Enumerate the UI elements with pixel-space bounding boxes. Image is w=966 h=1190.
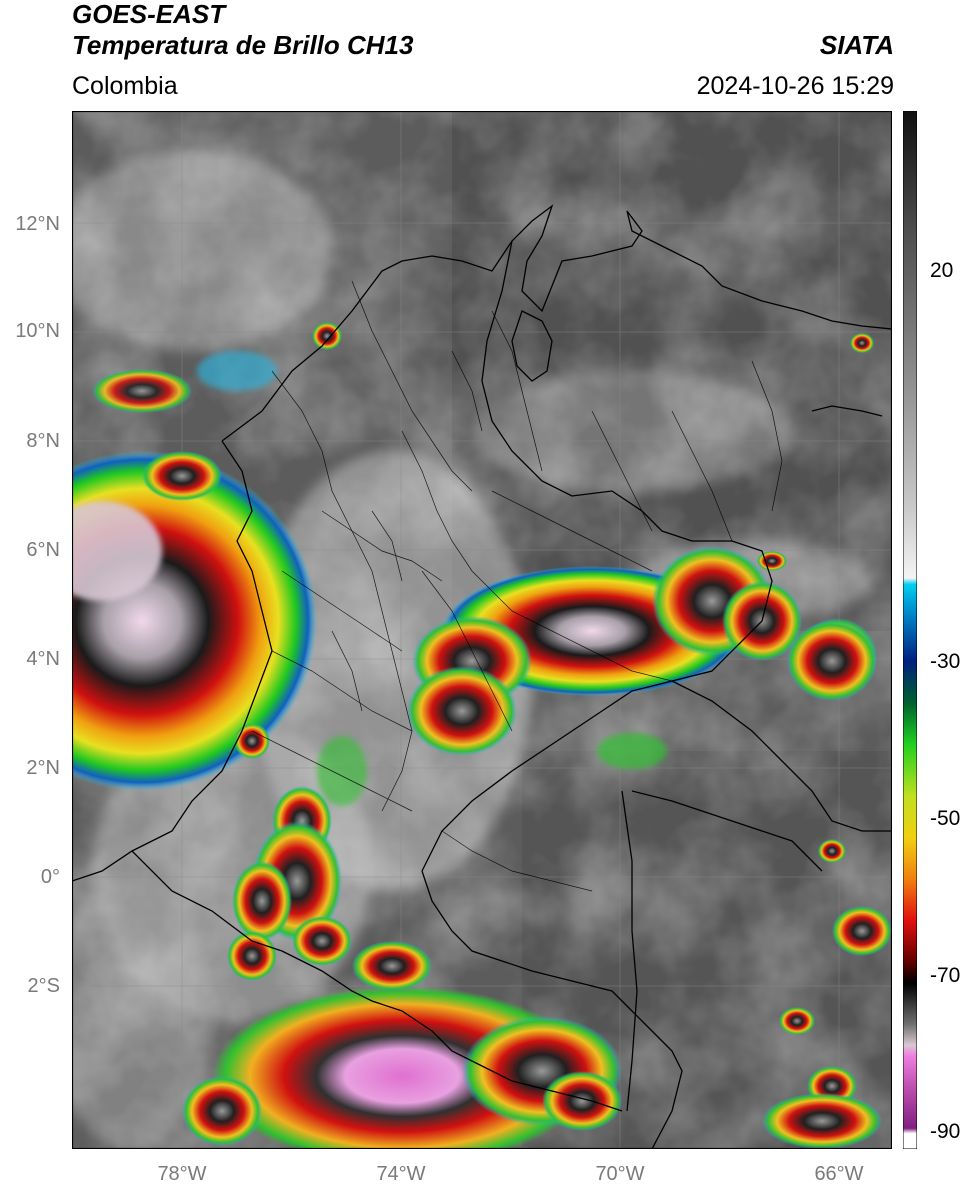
lat-label-12n: 12°N (15, 213, 60, 235)
colorbar-tick-minus50: -50 (930, 807, 961, 830)
title-satellite: GOES-EAST (72, 0, 226, 29)
lon-label-74w: 74°W (376, 1163, 426, 1185)
storm-southwest (227, 723, 367, 981)
department-borders (251, 280, 783, 892)
lat-label-2n: 2°N (26, 757, 60, 779)
storm-caribbean-cell (312, 322, 342, 350)
borders (72, 204, 892, 1149)
storm-eastern-band (407, 546, 877, 769)
title-product: Temperatura de Brillo CH13 (72, 30, 414, 60)
colorbar-tick-minus30: -30 (930, 650, 961, 673)
lat-label-4n: 4°N (26, 648, 60, 670)
colorbar-tick-minus70: -70 (930, 964, 961, 987)
lat-label-0: 0° (40, 866, 60, 888)
colorbar-tick-20: 20 (930, 259, 954, 282)
lon-label-70w: 70°W (595, 1163, 645, 1185)
organization-label: SIATA (819, 30, 894, 60)
lat-label-2s: 2°S (27, 975, 60, 997)
timestamp-label: 2024-10-26 15:29 (696, 72, 894, 100)
map-canvas (72, 111, 892, 1149)
satellite-map (72, 111, 892, 1149)
lat-label-6n: 6°N (26, 539, 60, 561)
lon-label-78w: 78°W (157, 1163, 207, 1185)
colorbar-tick-minus90: -90 (930, 1120, 961, 1143)
lon-label-66w: 66°W (814, 1163, 864, 1185)
lat-label-8n: 8°N (26, 430, 60, 452)
map-frame (72, 111, 892, 1149)
lat-label-10n: 10°N (15, 320, 60, 342)
colorbar (903, 111, 917, 1149)
region-label: Colombia (72, 72, 178, 100)
storm-pacific-west (72, 351, 317, 791)
storm-east-scattered (757, 333, 892, 1149)
